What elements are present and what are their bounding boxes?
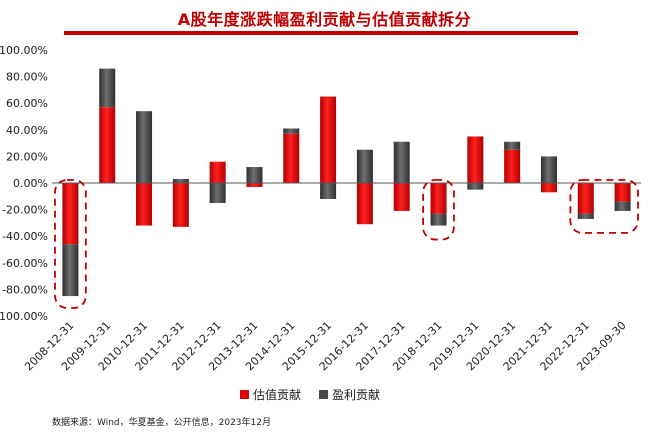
bar-valuation (283, 133, 300, 183)
legend-label-earnings: 盈利贡献 (332, 388, 381, 402)
bar-earnings (393, 141, 410, 183)
bar-earnings (283, 128, 300, 134)
y-tick-label: -40.00% (2, 230, 48, 243)
bar-earnings (320, 183, 337, 199)
bar-valuation (320, 96, 337, 183)
bar-earnings (614, 201, 631, 211)
bar-valuation (209, 161, 226, 183)
chart-title: A股年度涨跌幅盈利贡献与估值贡献拆分 (177, 10, 472, 29)
bar-valuation (62, 183, 79, 245)
bar-earnings (136, 111, 153, 183)
bar-earnings (504, 141, 521, 150)
bar-valuation (246, 183, 263, 187)
legend-swatch-earnings (319, 390, 329, 399)
bar-valuation (393, 183, 410, 211)
legend: 估值贡献 盈利贡献 (240, 386, 380, 403)
bar-valuation (356, 183, 373, 225)
source-note: 数据来源：Wind，华夏基金，公开信息，2023年12月 (52, 418, 271, 428)
y-tick-label: 0.00% (13, 177, 48, 190)
title-underline (64, 31, 578, 35)
bar-earnings (209, 183, 226, 203)
bar-earnings (467, 183, 484, 190)
bar-valuation (577, 183, 594, 214)
bar-earnings (540, 156, 557, 183)
bar-earnings (246, 167, 263, 183)
bar-earnings (99, 68, 116, 108)
bar-valuation (504, 149, 521, 183)
bar-valuation (172, 183, 189, 227)
legend-swatch-valuation (240, 390, 249, 399)
legend-item-valuation: 估值贡献 (240, 386, 301, 403)
y-tick-label: -20.00% (2, 204, 48, 217)
bar-valuation (614, 183, 631, 202)
bar-valuation (467, 136, 484, 183)
legend-label-valuation: 估值贡献 (253, 388, 302, 402)
bar-earnings (356, 149, 373, 183)
bar-earnings (172, 179, 189, 183)
bar-valuation (136, 183, 153, 226)
y-tick-label: 80.00% (6, 71, 48, 84)
y-tick-label: 20.00% (6, 150, 48, 163)
y-tick-label: 40.00% (6, 124, 48, 137)
highlight-box (569, 179, 639, 234)
bar-earnings (577, 213, 594, 219)
y-tick-label: -80.00% (2, 283, 48, 296)
bar-earnings (62, 244, 79, 297)
y-tick-label: -60.00% (2, 257, 48, 270)
y-tick-label: 60.00% (6, 97, 48, 110)
bar-earnings (430, 213, 447, 226)
legend-item-earnings: 盈利贡献 (319, 386, 380, 403)
highlight-box (422, 179, 455, 241)
y-tick-label: -100.00% (0, 310, 48, 323)
bar-valuation (430, 183, 447, 214)
y-tick-label: 100.00% (0, 44, 48, 57)
highlight-box (54, 179, 87, 309)
bar-valuation (99, 107, 116, 183)
bar-valuation (540, 183, 557, 193)
